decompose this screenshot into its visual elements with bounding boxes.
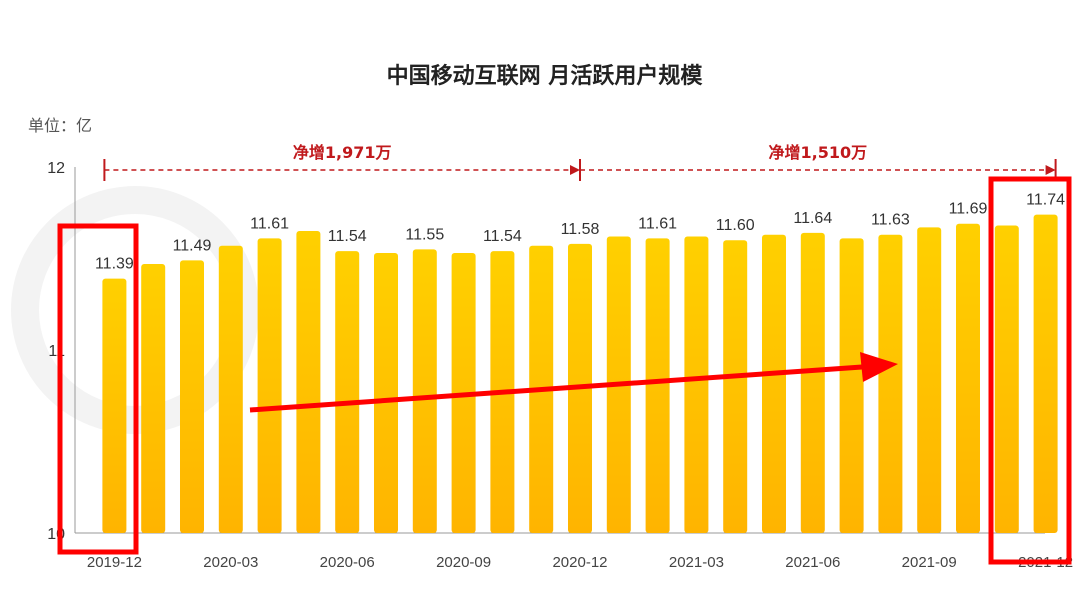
x-tick-label: 2020-06 [320,554,375,571]
data-label: 11.54 [328,228,367,245]
bar [1033,214,1058,533]
bar [218,245,243,533]
y-tick-label: 12 [47,160,65,177]
bars [102,214,1058,534]
x-tick-label: 2020-09 [436,554,491,571]
x-tick-label: 2021-06 [785,554,840,571]
bar [762,234,786,533]
data-label: 11.74 [1026,192,1065,209]
annotation-label: 净增1,971万 [293,143,392,162]
bar [335,251,360,533]
bar [800,232,825,533]
bar [374,253,398,533]
bar [141,263,166,533]
data-label: 11.54 [483,228,522,245]
data-label: 11.69 [949,201,988,218]
bar [645,238,670,533]
annotation-label: 净增1,510万 [768,143,867,162]
data-label: 11.63 [871,212,910,229]
data-label: 11.61 [250,215,289,232]
annotation-arrowhead [1045,165,1056,175]
x-tick-labels: 2019-12 2020-03 2020-06 2020-09 2020-12 2021-… [87,554,1073,571]
bar [956,223,980,534]
bar [257,238,282,533]
data-label: 11.39 [95,256,134,273]
bar [412,249,437,533]
bar [878,234,903,533]
data-labels: 11.39 11.49 11.61 11.54 11.55 11.54 11.58 11.61… [95,192,1065,273]
data-label: 11.60 [716,217,755,234]
data-label: 11.64 [793,210,832,227]
bar [839,238,864,533]
highlight-box [57,223,139,555]
data-label: 11.49 [173,237,212,254]
trend-arrow-shaft [249,364,863,413]
trend-arrow [249,352,898,413]
x-tick-label: 2020-12 [552,554,607,571]
x-tick-label: 2019-12 [87,554,142,571]
x-tick-label: 2021-09 [902,554,957,571]
trend-arrow-head [860,352,898,382]
unit-label: 单位：亿 [28,116,93,135]
bar [994,225,1019,533]
bar [296,231,321,534]
y-tick-label: 11 [48,343,65,360]
highlight-boxes [57,176,1072,565]
data-label: 11.55 [405,226,444,243]
chart-title: 中国移动互联网 月活跃用户规模 [386,64,703,89]
annotation-arrowhead [570,165,580,175]
data-label: 11.61 [638,215,677,232]
data-label: 11.58 [561,221,600,238]
bar [180,260,204,533]
x-tick-label: 2021-03 [669,554,724,571]
bar [917,227,942,533]
bar [723,240,748,533]
x-tick-label: 2020-03 [203,554,258,571]
annotations: 净增1,971万 净增1,510万 [103,143,1057,181]
bar [102,278,127,533]
highlight-box [988,176,1072,565]
bar [684,236,709,534]
